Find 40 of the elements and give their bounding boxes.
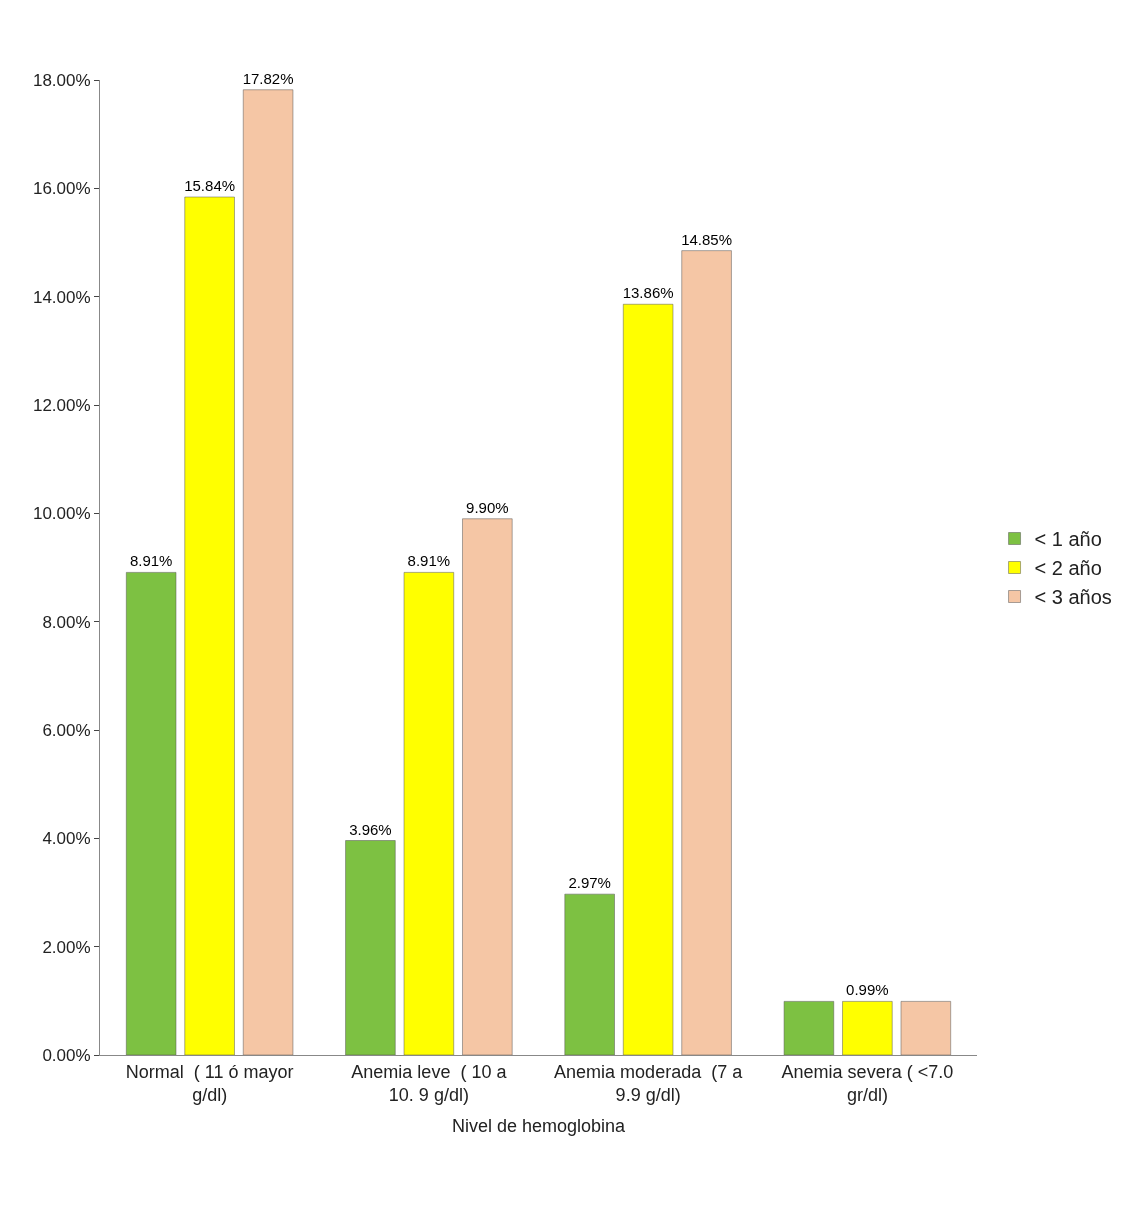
y-tick-label: 10.00% [32,504,91,524]
data-label: 8.91% [129,552,173,570]
bar [564,893,615,1055]
data-label: 13.86% [622,284,674,302]
bar [783,1001,835,1055]
x-tick-label: Anemia severa ( <7.0 gr/dl) [781,1061,954,1105]
bar [184,196,235,1055]
data-label: 15.84% [184,177,236,194]
y-tick-label: 4.00% [42,829,91,849]
bar [242,89,294,1055]
bar [842,1001,893,1055]
x-axis-title: Nivel de hemoglobina [451,1116,627,1137]
bar [403,572,454,1055]
data-label: 3.96% [349,820,392,838]
y-tick-label: 0.00% [42,1045,91,1065]
y-tick-label: 16.00% [32,179,91,199]
data-label: 2.97% [568,874,611,892]
data-label: 0.99% [846,981,889,999]
bar [900,1001,951,1055]
bar [623,304,674,1055]
data-label: 14.85% [681,230,733,248]
bar [462,518,513,1055]
bar [345,840,396,1055]
x-tick-label: Anemia leve ( 10 a 10. 9 g/dl) [351,1061,508,1105]
y-tick-label: 2.00% [42,937,91,957]
y-tick-label: 8.00% [42,612,91,632]
y-tick-label: 14.00% [32,287,91,307]
data-label: 9.90% [466,498,509,516]
x-tick-label: Anemia moderada (7 a 9.9 g/dl) [554,1061,744,1105]
legend-label: < 3 años [1034,586,1112,609]
data-label: 8.91% [407,552,451,570]
x-tick-label: Normal ( 11 ó mayor g/dl) [125,1061,294,1105]
legend-label: < 2 año [1034,557,1102,580]
legend-label: < 1 año [1034,528,1102,551]
y-tick-label: 18.00% [32,70,91,90]
bar [681,250,732,1055]
y-tick-label: 12.00% [32,395,91,415]
y-tick-label: 6.00% [42,720,91,740]
bar [126,572,177,1055]
data-label: 17.82% [242,69,294,87]
